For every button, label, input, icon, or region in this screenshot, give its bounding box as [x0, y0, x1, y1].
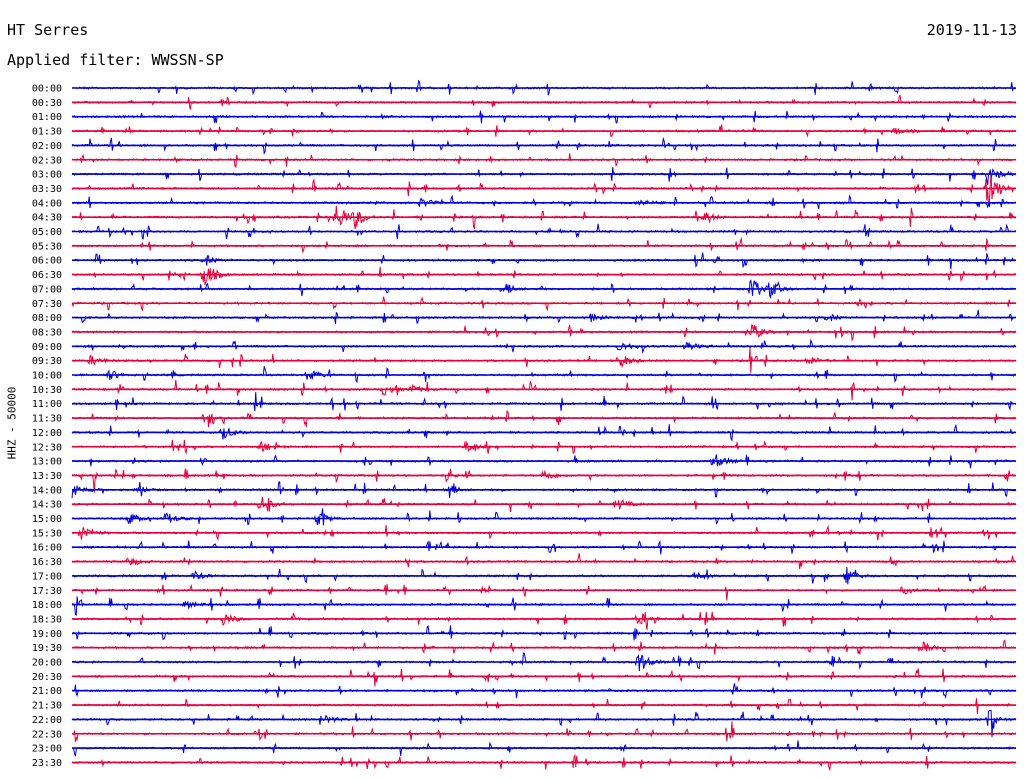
row-time-label: 03:30 [32, 184, 62, 195]
row-time-label: 10:30 [32, 385, 62, 396]
row-time-label: 08:00 [32, 313, 62, 324]
station-title: HT Serres [7, 21, 89, 39]
row-time-label: 06:00 [32, 256, 62, 267]
row-time-label: 04:30 [32, 213, 62, 224]
row-time-label: 12:30 [32, 442, 62, 453]
trace-row [71, 167, 1017, 185]
row-time-label: 17:00 [32, 571, 62, 582]
row-time-label: 20:30 [32, 672, 62, 683]
row-time-label: 11:30 [32, 414, 62, 425]
date-label: 2019-11-13 [926, 21, 1017, 39]
row-time-label: 12:00 [32, 428, 62, 439]
row-time-label: 19:30 [32, 643, 62, 654]
row-time-label: 15:00 [32, 514, 62, 525]
row-time-label: 05:00 [32, 227, 62, 238]
row-time-label: 13:00 [32, 457, 62, 468]
trace-row [71, 668, 1017, 687]
trace-row [71, 596, 1017, 616]
row-time-label: 10:00 [32, 371, 62, 382]
row-time-label: 17:30 [32, 586, 62, 597]
trace-row [71, 611, 1017, 630]
row-time-label: 01:30 [32, 127, 62, 138]
row-time-label: 01:00 [32, 112, 62, 123]
row-time-label: 08:30 [32, 327, 62, 338]
row-time-label: 04:00 [32, 198, 62, 209]
row-time-label: 21:30 [32, 701, 62, 712]
row-time-label: 14:00 [32, 485, 62, 496]
row-time-label: 09:30 [32, 356, 62, 367]
trace-row [71, 698, 1017, 715]
row-time-label: 06:30 [32, 270, 62, 281]
row-time-label: 09:00 [32, 342, 62, 353]
trace-row [71, 392, 1017, 412]
trace-row [71, 366, 1017, 384]
filter-label: Applied filter: WWSSN-SP [7, 51, 224, 69]
trace-row [71, 721, 1017, 742]
row-time-label: 13:30 [32, 471, 62, 482]
row-time-label: 20:00 [32, 658, 62, 669]
trace-row [71, 508, 1017, 526]
row-time-label: 05:30 [32, 241, 62, 252]
row-time-label: 14:30 [32, 500, 62, 511]
row-time-label: 00:30 [32, 98, 62, 109]
trace-row [71, 583, 1017, 601]
row-time-label: 11:00 [32, 399, 62, 410]
row-time-label: 23:00 [32, 744, 62, 755]
row-time-label: 18:00 [32, 600, 62, 611]
row-time-label: 02:30 [32, 155, 62, 166]
row-time-label: 03:00 [32, 170, 62, 181]
row-time-label: 07:00 [32, 284, 62, 295]
row-time-label: 23:30 [32, 758, 62, 769]
traces [71, 79, 1017, 772]
row-labels: 00:00 00:30 01:00 01:30 02:00 02:30 03:00 03:30… [32, 84, 62, 769]
row-time-label: 02:00 [32, 141, 62, 152]
row-time-label: 16:30 [32, 557, 62, 568]
trace-row [71, 409, 1017, 428]
row-time-label: 19:00 [32, 629, 62, 640]
row-time-label: 21:00 [32, 686, 62, 697]
row-time-label: 22:30 [32, 729, 62, 740]
row-time-label: 00:00 [32, 84, 62, 95]
row-time-label: 15:30 [32, 528, 62, 539]
row-time-label: 16:00 [32, 543, 62, 554]
row-time-label: 18:30 [32, 614, 62, 625]
row-time-label: 22:00 [32, 715, 62, 726]
trace-row [71, 174, 1017, 206]
row-time-label: 07:30 [32, 299, 62, 310]
trace-row [71, 266, 1017, 286]
